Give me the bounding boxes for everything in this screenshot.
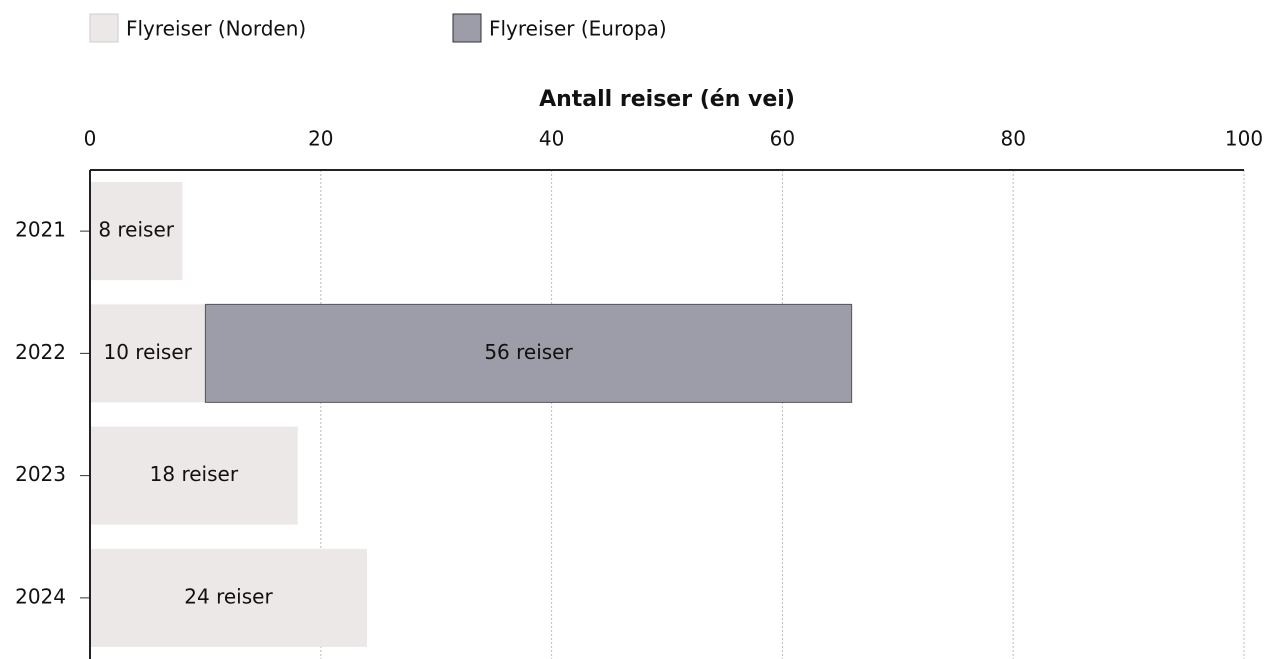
- data-label: 8 reiser: [98, 218, 174, 242]
- bar: [90, 426, 298, 525]
- x-tick-label: 100: [1225, 127, 1263, 151]
- x-tick-label: 40: [539, 127, 564, 151]
- legend-label: Flyreiser (Norden): [126, 17, 306, 41]
- data-label: 10 reiser: [103, 340, 192, 364]
- x-tick-label: 60: [770, 127, 795, 151]
- bar: [90, 304, 206, 403]
- x-tick-label: 20: [308, 127, 333, 151]
- x-tick-label: 0: [84, 127, 97, 151]
- y-tick-label: 2021: [15, 218, 66, 242]
- x-tick-label: 80: [1000, 127, 1025, 151]
- data-label: 56 reiser: [484, 340, 573, 364]
- y-tick-label: 2022: [15, 340, 66, 364]
- bar: [90, 548, 367, 647]
- axis-title: Antall reiser (én vei): [539, 87, 795, 112]
- bar: [204, 303, 853, 403]
- legend-swatch: [89, 13, 119, 43]
- y-tick-label: 2024: [15, 584, 66, 608]
- legend-swatch: [452, 13, 482, 43]
- data-label: 18 reiser: [150, 462, 239, 486]
- y-tick-label: 2023: [15, 462, 66, 486]
- data-label: 24 reiser: [184, 584, 273, 608]
- legend-label: Flyreiser (Europa): [489, 17, 667, 41]
- bar: [90, 182, 183, 281]
